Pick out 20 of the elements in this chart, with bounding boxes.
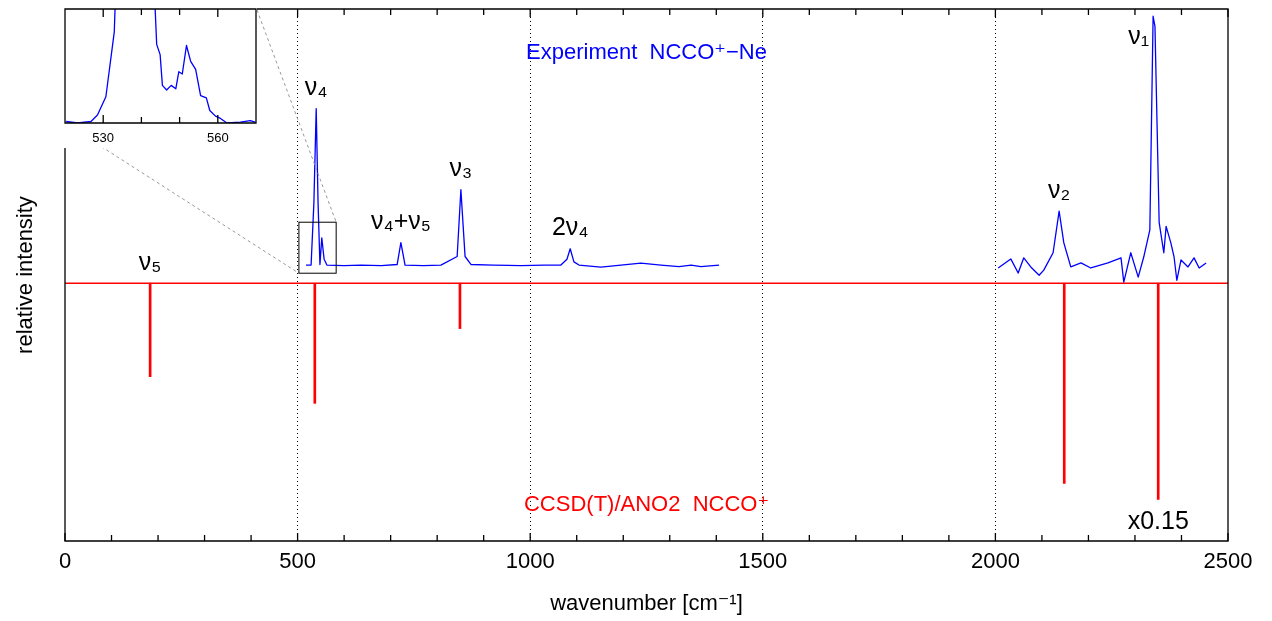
x-tick-label: 500 [279,548,316,574]
annotation: ν₄ [304,72,328,101]
x-axis-title: wavenumber [cm⁻¹] [549,589,743,615]
x-tick-label: 1000 [505,548,555,574]
x-tick-label: 1500 [738,548,788,574]
annotation: x0.15 [1127,505,1189,534]
x-tick-label: 2000 [970,548,1020,574]
annotation: ν₅ [138,246,162,275]
annotation: ν₄+ν₅ [370,206,431,235]
x-tick-label: 530 [92,130,115,146]
text: Experiment NCCO⁺−Ne [526,39,767,65]
annotation: ν₂ [1048,174,1071,203]
x-tick-label: 0 [58,548,72,574]
text: CCSD(T)/ANO2 NCCO⁺ [523,491,770,517]
x-tick-label: 560 [206,130,229,146]
annotation: ν₁ [1128,20,1150,49]
x-tick-label: 2500 [1203,548,1253,574]
annotation: 2ν₄ [551,212,589,241]
annotation: ν₃ [449,153,473,182]
y-axis-title: relative intensity [12,196,38,354]
